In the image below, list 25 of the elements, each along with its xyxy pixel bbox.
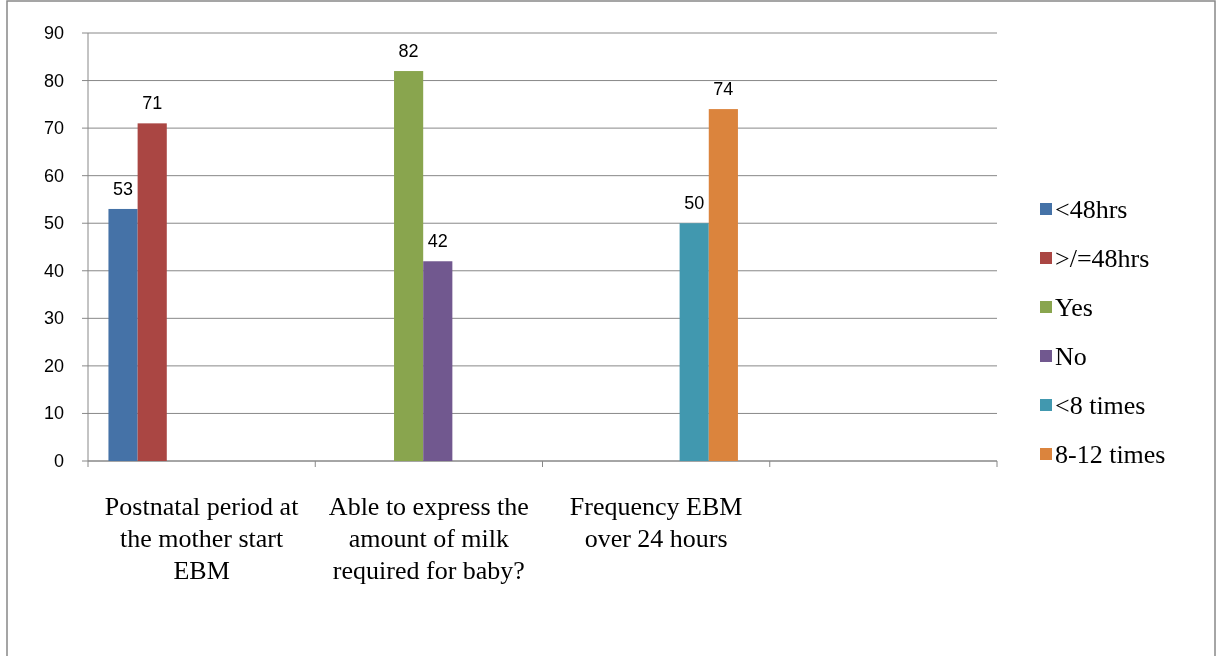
y-tick-label: 20 <box>43 355 64 376</box>
y-tick-label: 40 <box>43 260 64 281</box>
y-tick-label: 10 <box>43 403 64 424</box>
data-label: 71 <box>142 93 163 114</box>
legend-label: 8-12 times <box>1055 440 1166 469</box>
y-tick-label: 70 <box>43 118 64 139</box>
y-tick-label: 60 <box>43 165 64 186</box>
legend-label: Yes <box>1055 293 1093 322</box>
legend-label: No <box>1055 342 1087 371</box>
y-tick-label: 80 <box>43 70 64 91</box>
y-tick-label: 90 <box>43 23 64 43</box>
y-tick-label: 0 <box>53 451 64 471</box>
data-label: 50 <box>684 193 705 214</box>
y-tick-label: 30 <box>43 308 64 329</box>
x-tick-label: Postnatal period at the mother start EBM <box>104 492 300 585</box>
legend-label: >/=48hrs <box>1055 244 1150 273</box>
x-tick-label: Able to express the amount of milk required for baby? <box>328 492 529 585</box>
data-label: 53 <box>113 178 134 199</box>
legend-label: <8 times <box>1055 391 1146 420</box>
data-label: 74 <box>713 79 734 100</box>
x-tick-label: Frequency EBM over 24 hours <box>569 492 743 553</box>
y-tick-label: 50 <box>43 213 64 234</box>
data-label: 82 <box>398 41 419 62</box>
data-label: 42 <box>427 231 448 252</box>
legend-label: <48hrs <box>1055 195 1128 224</box>
